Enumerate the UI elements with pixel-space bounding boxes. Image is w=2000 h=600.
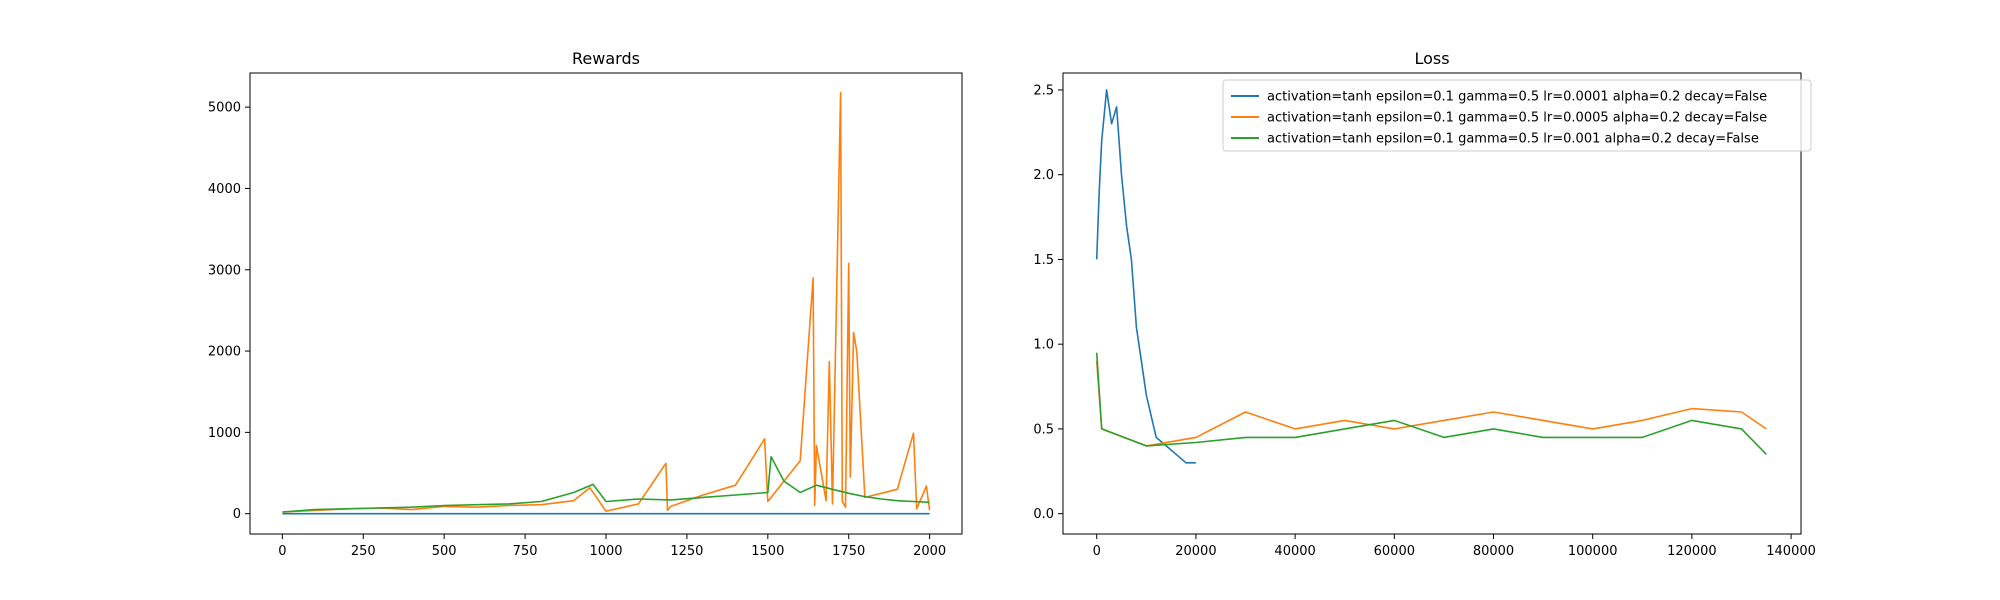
x-tick-label: 60000: [1374, 544, 1415, 559]
loss-x-ticks: 0 20000 40000 60000 80000 100000 120000 140000: [1093, 534, 1816, 559]
rewards-lines: [282, 91, 931, 515]
loss-y-ticks: 0.0 0.5 1.0 1.5 2.0 2.5: [1033, 83, 1063, 522]
y-tick-label: 5000: [208, 101, 241, 116]
loss-lines: [1095, 89, 1767, 464]
x-tick-label: 0: [1093, 544, 1101, 559]
legend-label: activation=tanh epsilon=0.1 gamma=0.5 lr…: [1267, 111, 1767, 126]
y-tick-label: 1.5: [1033, 253, 1054, 268]
rewards-axes-frame: [249, 72, 963, 535]
x-tick-label: 500: [432, 544, 457, 559]
rewards-panel: 0 250 500 750 1000 1250 1500 1750 2000 0 1000 2000…: [208, 49, 963, 559]
series-line-1: [1095, 89, 1196, 464]
legend-label: activation=tanh epsilon=0.1 gamma=0.5 lr…: [1267, 132, 1759, 147]
x-tick-label: 120000: [1667, 544, 1717, 559]
x-tick-label: 20000: [1175, 544, 1216, 559]
series-line-2: [1095, 361, 1767, 447]
x-tick-label: 1750: [832, 544, 865, 559]
loss-legend: activation=tanh epsilon=0.1 gamma=0.5 lr…: [1222, 79, 1812, 152]
y-tick-label: 2000: [208, 345, 241, 360]
loss-panel: 0 20000 40000 60000 80000 100000 120000 140000 …: [1033, 49, 1816, 559]
y-tick-label: 1000: [208, 426, 241, 441]
y-tick-label: 0: [233, 507, 241, 522]
x-tick-label: 140000: [1766, 544, 1816, 559]
x-tick-label: 100000: [1568, 544, 1618, 559]
y-tick-label: 2.5: [1033, 83, 1054, 98]
x-tick-label: 1500: [751, 544, 784, 559]
x-tick-label: 0: [278, 544, 286, 559]
y-tick-label: 3000: [208, 263, 241, 278]
rewards-title: Rewards: [572, 49, 640, 68]
y-tick-label: 2.0: [1033, 168, 1054, 183]
x-tick-label: 750: [513, 544, 538, 559]
y-tick-label: 1.0: [1033, 338, 1054, 353]
legend-label: activation=tanh epsilon=0.1 gamma=0.5 lr…: [1267, 90, 1767, 105]
y-tick-label: 0.5: [1033, 422, 1054, 437]
series-line-3: [1095, 352, 1767, 455]
loss-title: Loss: [1414, 49, 1449, 68]
series-line-3: [282, 456, 930, 513]
x-tick-label: 80000: [1473, 544, 1514, 559]
x-tick-label: 250: [351, 544, 376, 559]
x-tick-label: 1250: [670, 544, 703, 559]
x-tick-label: 1000: [589, 544, 622, 559]
legend-box: [1222, 79, 1812, 152]
loss-axes-frame: [1062, 72, 1802, 535]
series-line-2: [282, 91, 931, 513]
rewards-y-ticks: 0 1000 2000 3000 4000 5000: [208, 101, 250, 522]
rewards-x-ticks: 0 250 500 750 1000 1250 1500 1750 2000: [278, 534, 946, 559]
y-tick-label: 0.0: [1033, 507, 1054, 522]
y-tick-label: 4000: [208, 182, 241, 197]
x-tick-label: 2000: [913, 544, 946, 559]
x-tick-label: 40000: [1274, 544, 1315, 559]
